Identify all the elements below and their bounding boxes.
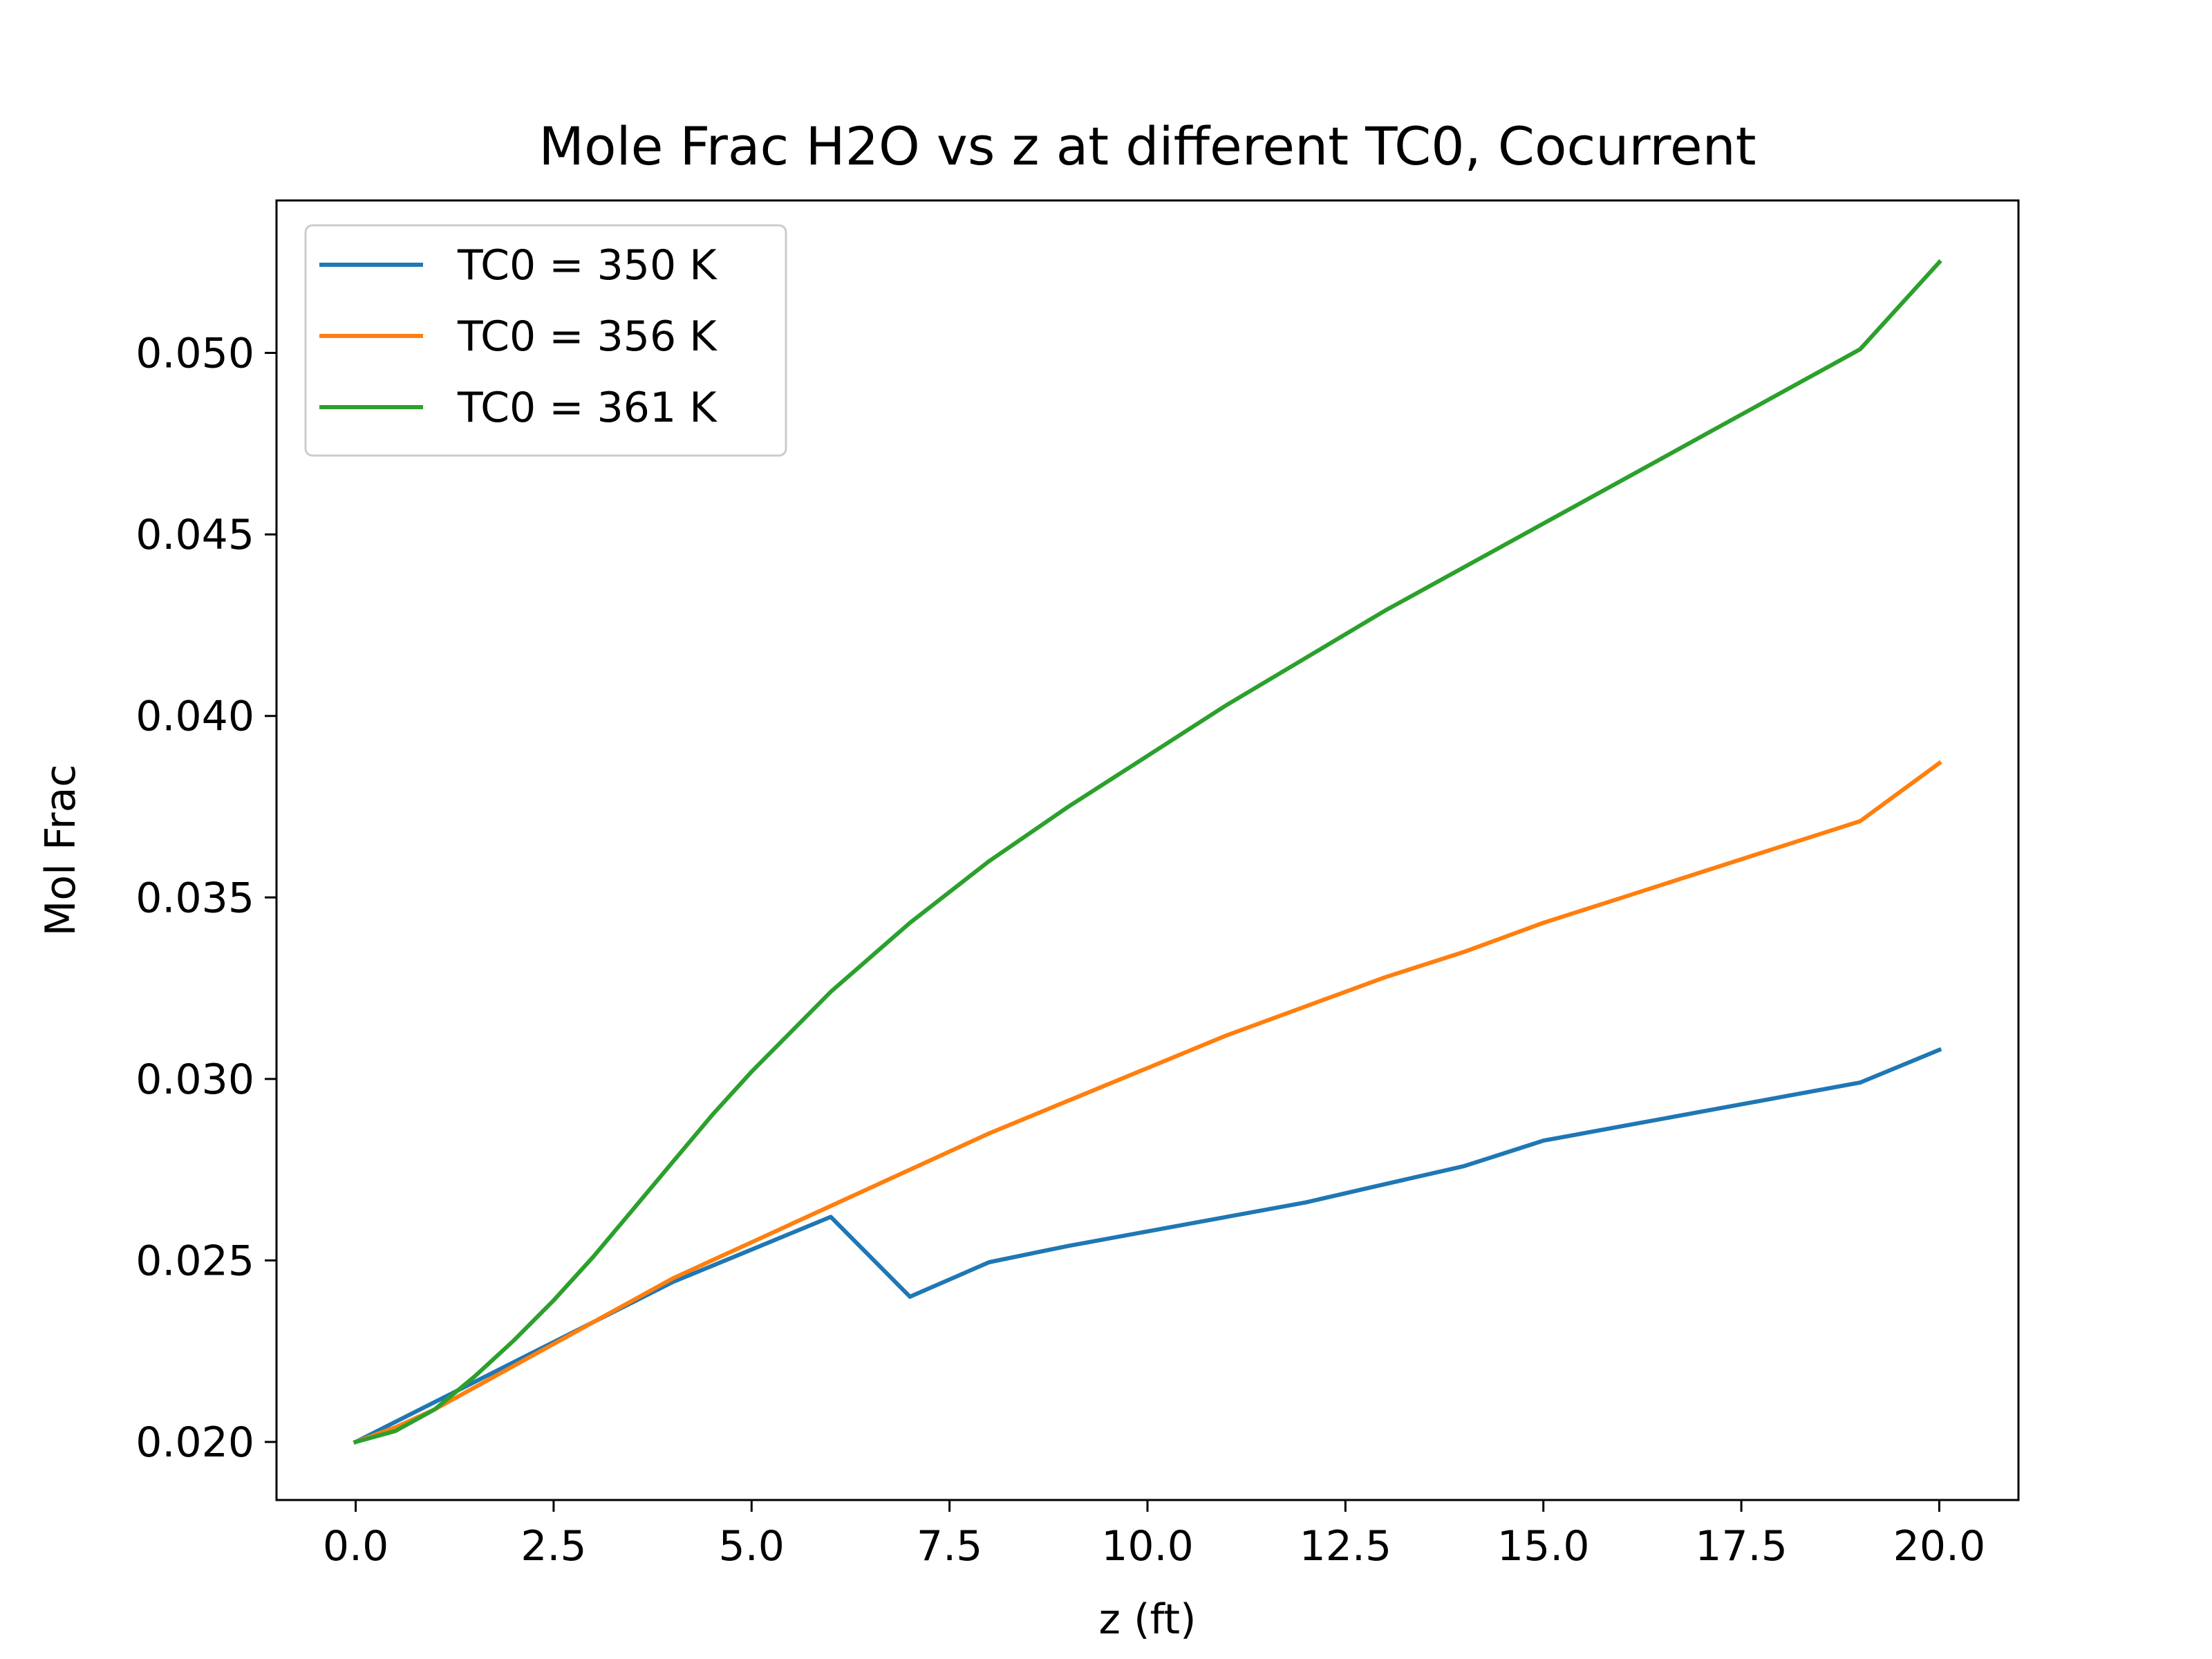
series-line-3 [353,259,1942,1445]
y-tick-label: 0.020 [135,1418,254,1467]
series-line-2 [353,760,1942,1445]
legend: TC0 = 350 K TC0 = 356 K TC0 = 361 K [304,224,787,457]
x-tick-label: 15.0 [1497,1522,1590,1571]
legend-box [304,224,787,457]
x-axis-ticks: 0.0 2.5 5.0 7.5 10.0 12.5 15.0 17.5 20.0 [323,1500,1985,1571]
plot-lines [353,259,1942,1445]
x-tick-label: 7.5 [917,1522,982,1571]
x-axis-label: z (ft) [1099,1595,1197,1644]
x-tick-label: 12.5 [1300,1522,1392,1571]
y-tick-label: 0.030 [135,1056,254,1104]
y-axis-label: Mol Frac [37,765,85,937]
legend-label-1: TC0 = 350 K [457,241,718,290]
chart-title: Mole Frac H2O vs z at different TC0, Coc… [538,115,1756,177]
legend-label-3: TC0 = 361 K [457,384,718,432]
x-tick-label: 20.0 [1893,1522,1986,1571]
y-tick-label: 0.025 [135,1237,254,1285]
legend-label-2: TC0 = 356 K [457,312,718,361]
y-tick-label: 0.040 [135,693,254,741]
x-tick-label: 5.0 [719,1522,785,1571]
y-axis-ticks: 0.020 0.025 0.030 0.035 0.040 0.045 0.050 [135,330,276,1467]
x-tick-label: 17.5 [1695,1522,1788,1571]
x-tick-label: 2.5 [521,1522,586,1571]
x-tick-label: 0.0 [323,1522,388,1571]
y-tick-label: 0.045 [135,511,254,559]
series-line-1 [353,1047,1942,1445]
x-tick-label: 10.0 [1101,1522,1194,1571]
y-tick-label: 0.050 [135,330,254,378]
y-tick-label: 0.035 [135,874,254,922]
